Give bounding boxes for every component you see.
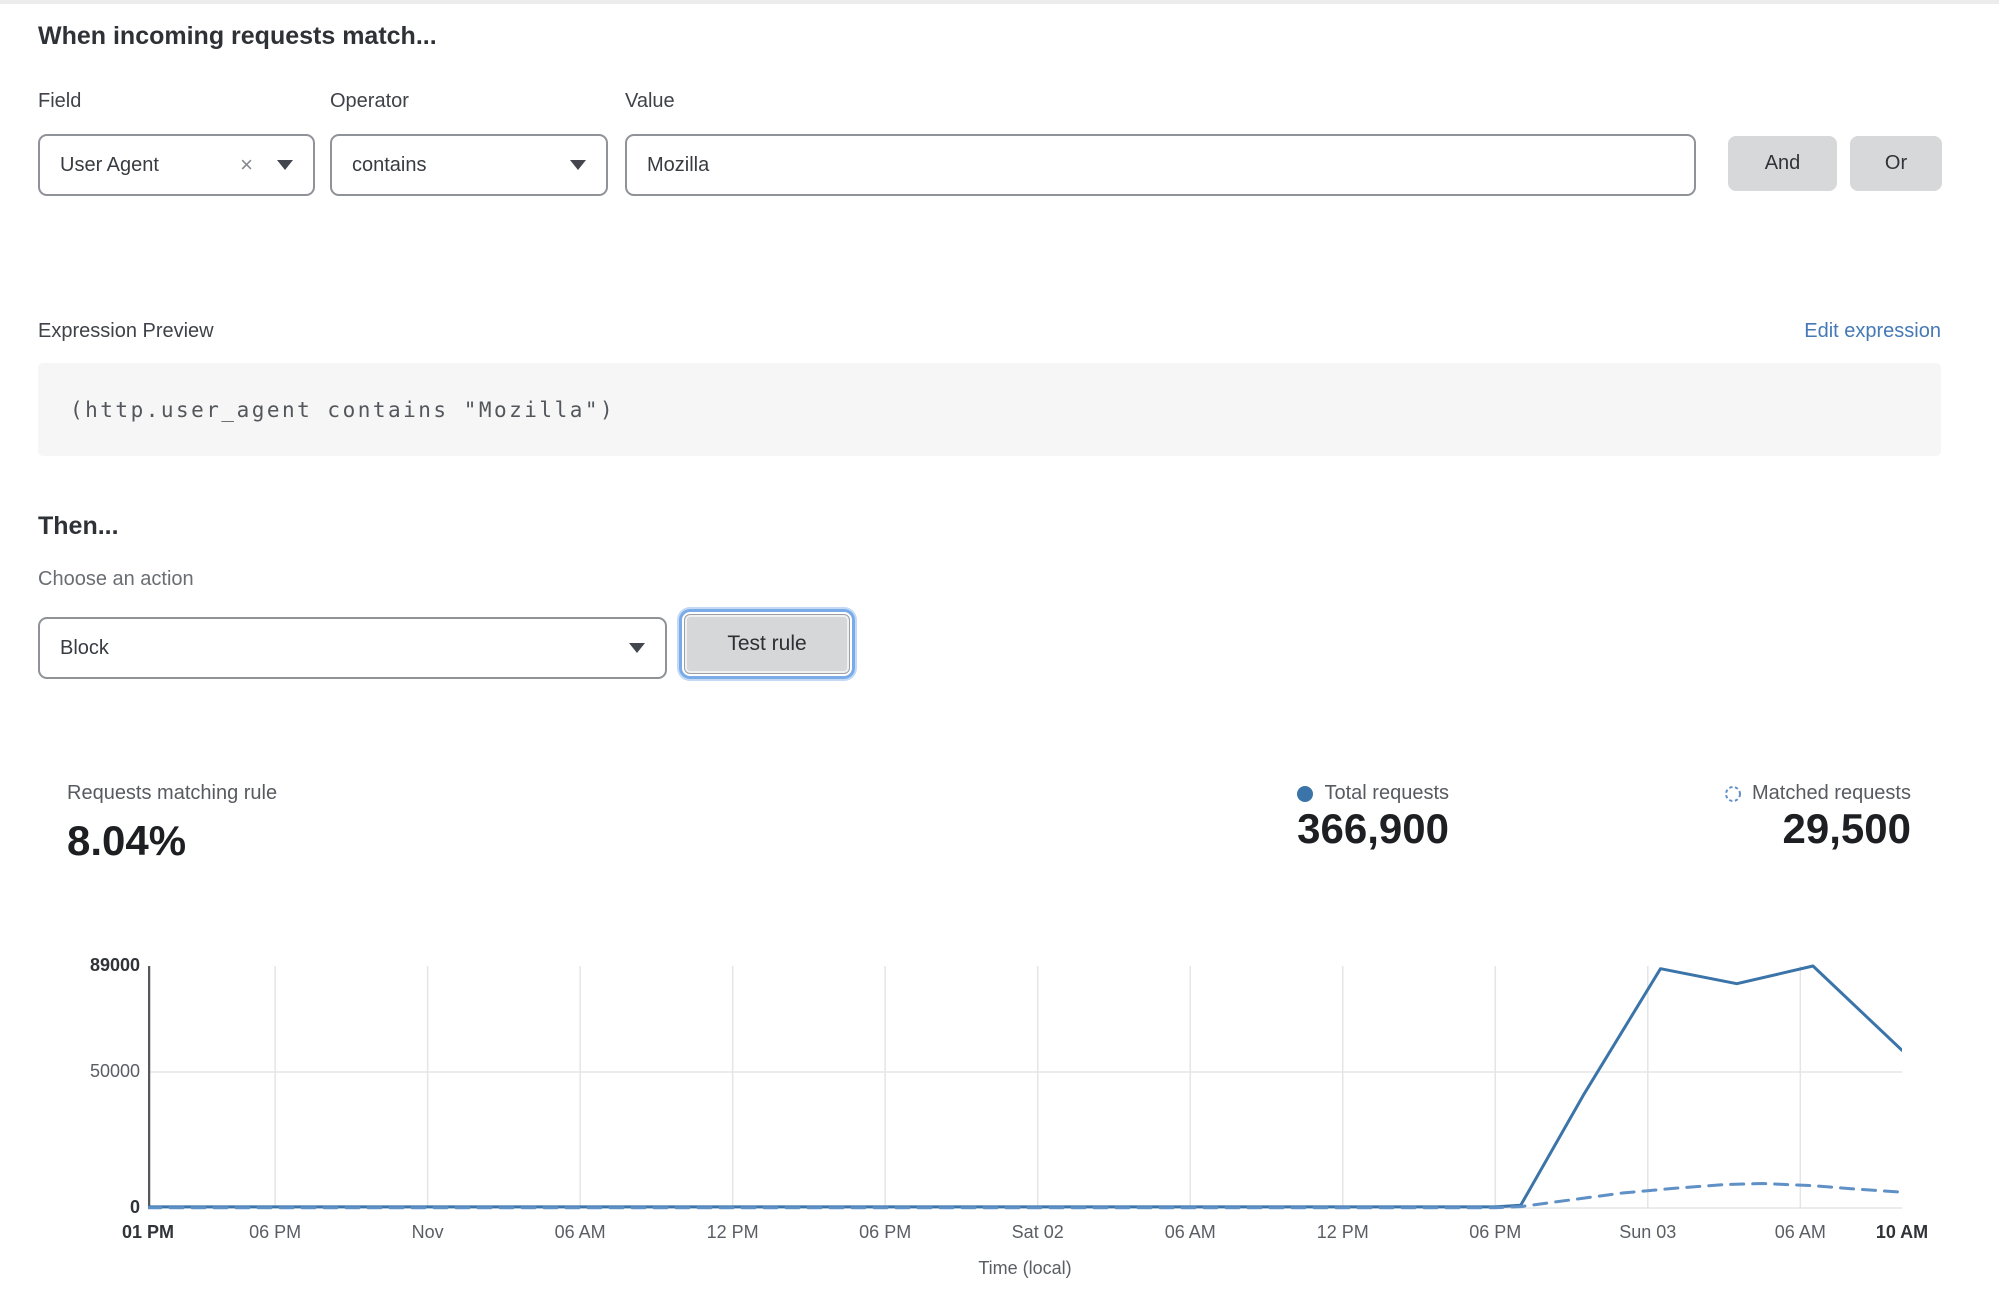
matched-requests-value: 29,500 — [1782, 805, 1911, 852]
x-tick-label: 01 PM — [121, 1222, 175, 1242]
and-button[interactable]: And — [1728, 136, 1837, 191]
legend-total-label: Total requests — [1324, 782, 1449, 804]
value-label: Value — [625, 90, 675, 112]
action-select[interactable]: Block — [38, 617, 667, 679]
chart-x-axis-title: Time (local) — [978, 1258, 1072, 1278]
requests-chart — [148, 964, 1902, 1210]
action-select-value: Block — [60, 636, 109, 659]
legend-matched-label: Matched requests — [1752, 782, 1911, 804]
matching-rule-label: Requests matching rule — [67, 782, 278, 804]
series-matched-requests — [148, 1182, 1902, 1210]
x-tick-label: 06 PM — [859, 1222, 912, 1242]
matched-requests-dashed-circle-icon — [1725, 785, 1742, 802]
or-button[interactable]: Or — [1850, 136, 1942, 191]
total-requests-dot-icon — [1297, 785, 1314, 802]
test-rule-button[interactable]: Test rule — [684, 614, 850, 674]
matching-rule-value: 8.04% — [67, 817, 187, 864]
operator-select-value: contains — [352, 153, 427, 176]
series-total-requests — [148, 964, 1902, 1209]
x-tick-label: 12 PM — [706, 1222, 759, 1242]
choose-action-label: Choose an action — [38, 568, 194, 590]
x-tick-label: Nov — [411, 1222, 444, 1242]
edit-expression-link[interactable]: Edit expression — [1804, 320, 1941, 342]
legend-matched-requests[interactable]: Matched requests — [1724, 782, 1911, 805]
chevron-down-icon — [629, 643, 645, 653]
chevron-down-icon — [277, 160, 293, 170]
y-tick-label: 50000 — [89, 1061, 140, 1082]
x-tick-label: 12 PM — [1316, 1222, 1369, 1242]
total-requests-value: 366,900 — [1297, 805, 1449, 852]
expression-preview-label: Expression Preview — [38, 320, 214, 342]
x-tick-label: Sat 02 — [1011, 1222, 1064, 1242]
then-heading: Then... — [38, 512, 119, 540]
field-label: Field — [38, 90, 82, 112]
chevron-down-icon — [570, 160, 586, 170]
operator-select[interactable]: contains — [330, 134, 608, 196]
chart-x-axis-labels: 01 PM 06 PM Nov 06 AM 12 PM 06 PM Sat 02 06 AM 1… — [122, 1222, 1928, 1248]
x-tick-label: 06 AM — [1164, 1222, 1216, 1242]
chart-y-axis-labels: 0 50000 89000 — [0, 955, 1999, 1217]
y-tick-label: 89000 — [89, 955, 140, 975]
field-select-value: User Agent — [60, 153, 159, 176]
expression-code-box: (http.user_agent contains "Mozilla") — [38, 363, 1941, 456]
x-tick-label: 06 PM — [249, 1222, 302, 1242]
clear-icon[interactable]: × — [240, 152, 253, 177]
x-tick-label: 06 AM — [1774, 1222, 1826, 1242]
field-select[interactable]: User Agent × — [38, 134, 315, 196]
y-tick-label: 0 — [129, 1197, 140, 1217]
rule-match-heading: When incoming requests match... — [38, 22, 437, 50]
x-tick-label: 10 AM — [1875, 1222, 1929, 1242]
legend-total-requests[interactable]: Total requests — [1296, 782, 1449, 805]
operator-label: Operator — [330, 90, 409, 112]
x-tick-label: Sun 03 — [1619, 1222, 1677, 1242]
x-tick-label: 06 PM — [1469, 1222, 1522, 1242]
expression-code: (http.user_agent contains "Mozilla") — [70, 397, 616, 422]
x-tick-label: 06 AM — [554, 1222, 606, 1242]
value-input[interactable] — [625, 134, 1696, 196]
top-divider — [0, 0, 1999, 4]
